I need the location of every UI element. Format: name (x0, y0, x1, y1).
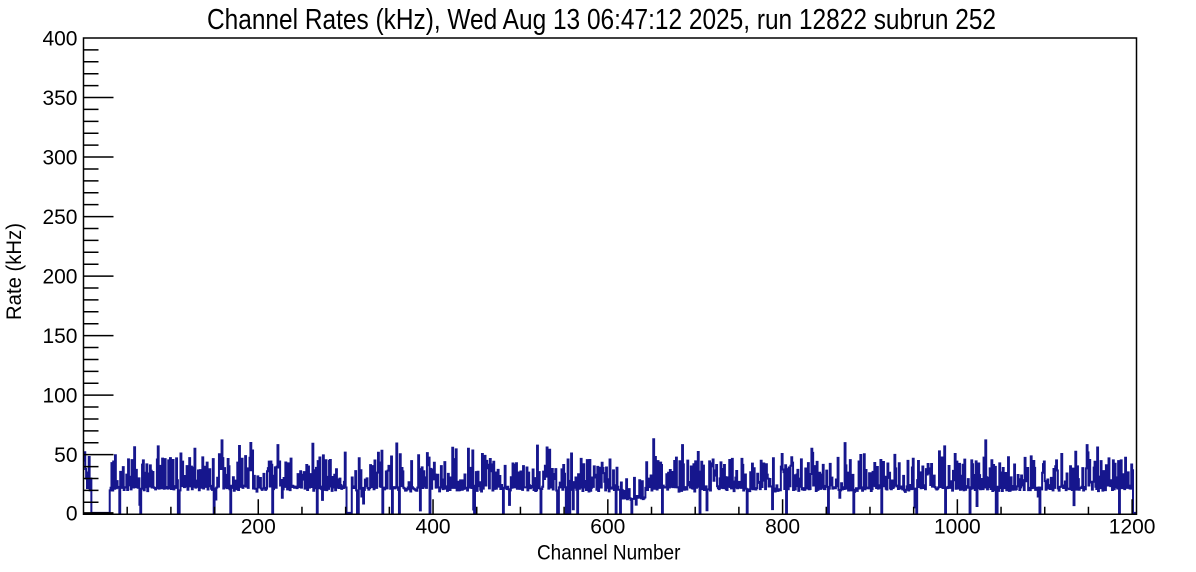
svg-text:Channel Number: Channel Number (537, 541, 681, 564)
svg-text:1200: 1200 (1109, 516, 1156, 539)
svg-text:250: 250 (42, 206, 77, 229)
svg-text:800: 800 (765, 516, 800, 539)
svg-text:100: 100 (42, 385, 77, 408)
svg-text:0: 0 (66, 502, 78, 525)
svg-text:200: 200 (42, 266, 77, 289)
svg-text:50: 50 (54, 444, 77, 467)
svg-text:150: 150 (42, 325, 77, 348)
svg-text:400: 400 (416, 516, 451, 539)
svg-text:600: 600 (590, 516, 625, 539)
svg-text:Channel Rates (kHz), Wed Aug 1: Channel Rates (kHz), Wed Aug 13 06:47:12… (207, 4, 996, 36)
svg-text:350: 350 (42, 87, 77, 110)
svg-text:400: 400 (42, 28, 77, 51)
svg-text:300: 300 (42, 147, 77, 170)
svg-text:1000: 1000 (934, 516, 981, 539)
svg-text:200: 200 (241, 516, 276, 539)
svg-text:Rate (kHz): Rate (kHz) (3, 223, 26, 320)
